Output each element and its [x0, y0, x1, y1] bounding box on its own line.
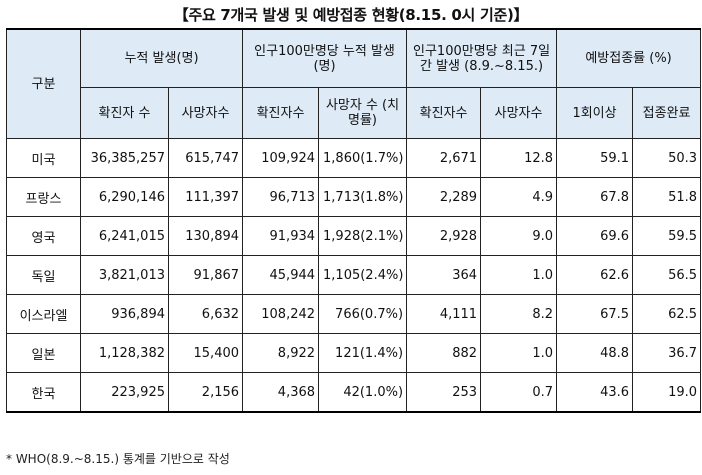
header-category: 구분 — [6, 28, 81, 139]
pm-confirmed-cell: 4,368 — [242, 372, 320, 413]
header-recent-confirmed: 확진자수 — [406, 87, 482, 139]
confirmed-cell: 6,241,015 — [80, 216, 169, 256]
footnote: * WHO(8.9.~8.15.) 통계를 기반으로 작성 — [6, 452, 230, 466]
covid-status-table: 구분 누적 발생(명) 인구100만명당 누적 발생(명) 인구100만명당 최… — [6, 28, 702, 413]
table-row: 영국 6,241,015 130,894 91,934 1,928(2.1%) … — [6, 216, 702, 256]
pm-deaths-cell: 42(1.0%) — [318, 372, 408, 413]
dose1-cell: 67.5 — [556, 294, 634, 334]
table-row: 일본 1,128,382 15,400 8,922 121(1.4%) 882 … — [6, 333, 702, 373]
country-cell: 독일 — [6, 255, 81, 295]
recent-deaths-cell: 4.9 — [480, 177, 558, 217]
complete-cell: 36.7 — [632, 333, 702, 373]
header-vaccination: 예방접종률 (%) — [556, 28, 702, 88]
pm-confirmed-cell: 91,934 — [242, 216, 320, 256]
table-row: 프랑스 6,290,146 111,397 96,713 1,713(1.8%)… — [6, 177, 702, 217]
country-cell: 영국 — [6, 216, 81, 256]
dose1-cell: 69.6 — [556, 216, 634, 256]
recent-confirmed-cell: 364 — [406, 255, 482, 295]
recent-deaths-cell: 8.2 — [480, 294, 558, 334]
country-cell: 이스라엘 — [6, 294, 81, 334]
deaths-cell: 615,747 — [167, 138, 244, 178]
header-cumulative: 누적 발생(명) — [79, 28, 244, 88]
deaths-cell: 15,400 — [167, 333, 244, 373]
complete-cell: 19.0 — [632, 372, 702, 413]
pm-deaths-cell: 766(0.7%) — [318, 294, 408, 334]
recent-confirmed-cell: 253 — [406, 372, 482, 413]
confirmed-cell: 936,894 — [80, 294, 169, 334]
pm-deaths-cell: 1,105(2.4%) — [318, 255, 408, 295]
recent-confirmed-cell: 2,289 — [406, 177, 482, 217]
dose1-cell: 48.8 — [556, 333, 634, 373]
deaths-cell: 2,156 — [167, 372, 244, 413]
table-row: 독일 3,821,013 91,867 45,944 1,105(2.4%) 3… — [6, 255, 702, 295]
dose1-cell: 59.1 — [556, 138, 634, 178]
deaths-cell: 111,397 — [167, 177, 244, 217]
confirmed-cell: 36,385,257 — [80, 138, 169, 178]
header-confirmed: 확진자 수 — [80, 87, 169, 139]
country-cell: 프랑스 — [6, 177, 81, 217]
pm-deaths-cell: 1,928(2.1%) — [318, 216, 408, 256]
recent-deaths-cell: 9.0 — [480, 216, 558, 256]
table-row: 미국 36,385,257 615,747 109,924 1,860(1.7%… — [6, 138, 702, 178]
complete-cell: 50.3 — [632, 138, 702, 178]
header-recent-deaths: 사망자수 — [480, 87, 558, 139]
table-row: 이스라엘 936,894 6,632 108,242 766(0.7%) 4,1… — [6, 294, 702, 334]
recent-deaths-cell: 1.0 — [480, 333, 558, 373]
country-cell: 미국 — [6, 138, 81, 178]
header-dose1: 1회이상 — [556, 87, 634, 139]
table-title: 【주요 7개국 발생 및 예방접종 현황(8.15. 0시 기준)】 — [173, 6, 529, 24]
deaths-cell: 130,894 — [167, 216, 244, 256]
deaths-cell: 6,632 — [167, 294, 244, 334]
pm-deaths-cell: 1,860(1.7%) — [318, 138, 408, 178]
header-per-million-cumulative: 인구100만명당 누적 발생(명) — [242, 28, 408, 88]
country-cell: 한국 — [6, 372, 81, 413]
complete-cell: 51.8 — [632, 177, 702, 217]
pm-deaths-cell: 1,713(1.8%) — [318, 177, 408, 217]
header-pm-deaths: 사망자 수 (치명률) — [318, 87, 408, 139]
pm-confirmed-cell: 108,242 — [242, 294, 320, 334]
recent-confirmed-cell: 882 — [406, 333, 482, 373]
table-row: 한국 223,925 2,156 4,368 42(1.0%) 253 0.7 … — [6, 372, 702, 413]
pm-confirmed-cell: 109,924 — [242, 138, 320, 178]
pm-deaths-cell: 121(1.4%) — [318, 333, 408, 373]
header-pm-confirmed: 확진자수 — [242, 87, 320, 139]
header-deaths: 사망자수 — [167, 87, 244, 139]
pm-confirmed-cell: 96,713 — [242, 177, 320, 217]
recent-confirmed-cell: 2,671 — [406, 138, 482, 178]
dose1-cell: 67.8 — [556, 177, 634, 217]
confirmed-cell: 6,290,146 — [80, 177, 169, 217]
recent-confirmed-cell: 2,928 — [406, 216, 482, 256]
recent-confirmed-cell: 4,111 — [406, 294, 482, 334]
country-cell: 일본 — [6, 333, 81, 373]
dose1-cell: 43.6 — [556, 372, 634, 413]
pm-confirmed-cell: 8,922 — [242, 333, 320, 373]
complete-cell: 62.5 — [632, 294, 702, 334]
complete-cell: 56.5 — [632, 255, 702, 295]
recent-deaths-cell: 1.0 — [480, 255, 558, 295]
complete-cell: 59.5 — [632, 216, 702, 256]
pm-confirmed-cell: 45,944 — [242, 255, 320, 295]
dose1-cell: 62.6 — [556, 255, 634, 295]
confirmed-cell: 3,821,013 — [80, 255, 169, 295]
confirmed-cell: 223,925 — [80, 372, 169, 413]
recent-deaths-cell: 0.7 — [480, 372, 558, 413]
header-per-million-recent: 인구100만명당 최근 7일간 발생 (8.9.~8.15.) — [406, 28, 558, 88]
recent-deaths-cell: 12.8 — [480, 138, 558, 178]
deaths-cell: 91,867 — [167, 255, 244, 295]
confirmed-cell: 1,128,382 — [80, 333, 169, 373]
header-complete: 접종완료 — [632, 87, 702, 139]
